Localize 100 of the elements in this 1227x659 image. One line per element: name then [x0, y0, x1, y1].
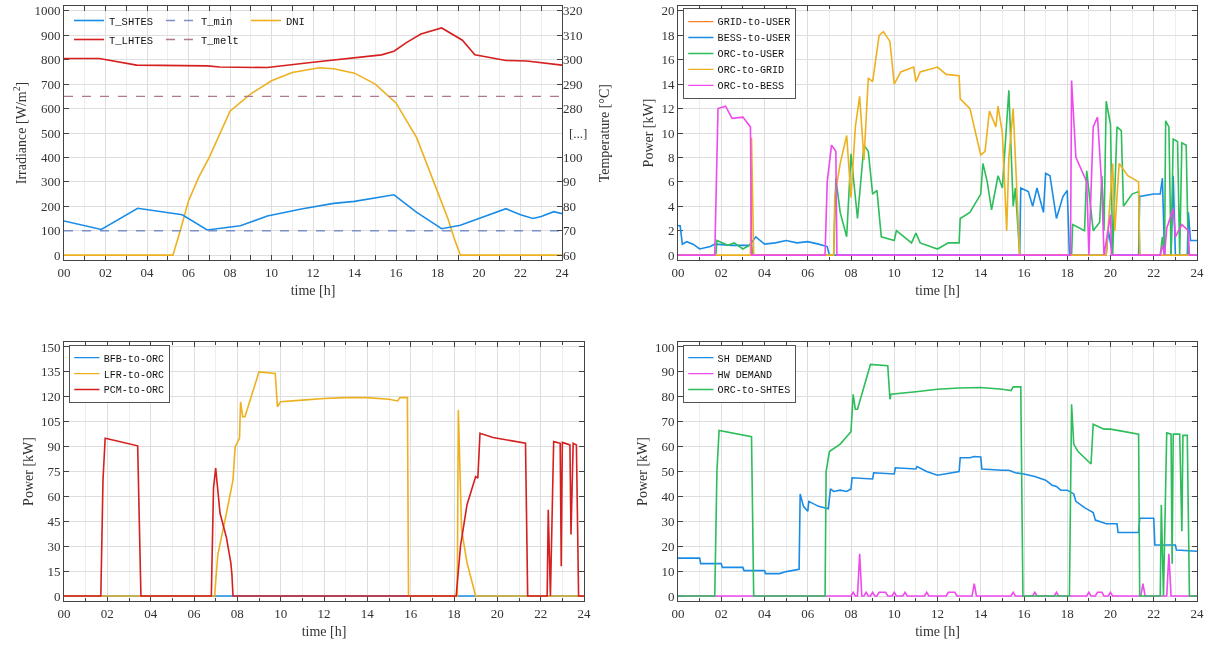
x-tick-label: 24	[577, 605, 591, 621]
legend-label: ORC-to-SHTES	[717, 385, 791, 397]
x-tick-label: 02	[100, 605, 114, 621]
y-tick-label: 4	[667, 198, 675, 214]
y-tick-label: 20	[661, 3, 675, 19]
x-tick-label: 24	[555, 264, 569, 280]
y-tick-label: 700	[40, 76, 61, 92]
x-axis-title: time [h]	[915, 623, 960, 639]
x-tick-label: 22	[1147, 605, 1161, 621]
y-tick-label: 800	[40, 52, 61, 68]
y-axis-title: Power [kW]	[20, 437, 36, 506]
x-tick-label: 10	[887, 605, 901, 621]
legend-label: ORC-to-BESS	[717, 81, 785, 93]
y-tick-label: 40	[661, 488, 675, 504]
x-tick-label: 02	[714, 605, 728, 621]
x-axis-title: time [h]	[301, 623, 347, 639]
x-tick-label: 00	[57, 605, 71, 621]
legend-label: ORC-to-USER	[717, 49, 785, 61]
y2-axis-title: Temperature [°C]	[597, 84, 613, 183]
x-tick-label: 12	[306, 264, 320, 280]
y-tick-label: 900	[40, 27, 61, 43]
y3-tick-label: 280	[563, 101, 583, 117]
y-tick-label: 0	[667, 247, 675, 263]
x-tick-label: 12	[317, 605, 331, 621]
x-axis-title: time [h]	[915, 282, 960, 298]
y-tick-label: 70	[661, 414, 675, 430]
x-tick-label: 18	[431, 264, 444, 280]
y-tick-label: 500	[40, 125, 61, 141]
y-tick-label: 1000	[34, 3, 61, 19]
y-tick-label: 15	[47, 563, 61, 579]
x-tick-label: 22	[1147, 264, 1161, 280]
x-tick-label: 00	[671, 605, 685, 621]
legend-label: BESS-to-USER	[717, 33, 791, 45]
legend-label: DNI	[285, 15, 305, 28]
y-tick-label: 30	[47, 538, 61, 554]
x-tick-label: 14	[348, 264, 362, 280]
y3-tick-label: 310	[563, 27, 583, 43]
y-tick-label: 200	[40, 198, 61, 214]
y-tick-label: 300	[40, 174, 61, 190]
legend-label: GRID-to-USER	[717, 17, 791, 29]
y2-tick-label: 90	[563, 174, 576, 190]
y-tick-label: 30	[661, 513, 675, 529]
legend-label: BFB-to-ORC	[103, 353, 165, 365]
y-tick-label: 0	[53, 247, 61, 263]
y-tick-label: 2	[667, 223, 675, 239]
y-tick-label: 400	[40, 149, 61, 165]
x-tick-label: 04	[758, 264, 772, 280]
x-tick-label: 24	[1190, 605, 1204, 621]
x-tick-label: 06	[182, 264, 196, 280]
x-tick-label: 20	[472, 264, 486, 280]
x-tick-label: 20	[490, 605, 504, 621]
y-axis-title: Power [kW]	[634, 437, 650, 506]
x-tick-label: 10	[887, 264, 901, 280]
x-tick-label: 22	[514, 264, 527, 280]
x-tick-label: 14	[360, 605, 375, 621]
x-tick-label: 20	[1104, 264, 1117, 280]
legend-label: ORC-to-GRID	[717, 65, 785, 77]
x-tick-label: 04	[144, 605, 158, 621]
y-tick-label: 0	[53, 588, 61, 604]
y2-tick-label: 80	[563, 198, 576, 214]
x-tick-label: 06	[801, 605, 815, 621]
y-tick-label: 12	[661, 101, 675, 117]
y-axis-title: Power [kW]	[641, 98, 656, 168]
y-tick-label: 60	[47, 488, 61, 504]
x-tick-label: 20	[1104, 605, 1117, 621]
x-tick-label: 06	[187, 605, 201, 621]
legend-label: PCM-to-ORC	[103, 385, 165, 397]
text: [...]	[569, 126, 588, 141]
y-tick-label: 120	[40, 389, 61, 405]
y-tick-label: 10	[661, 563, 675, 579]
y-tick-label: 0	[667, 588, 675, 604]
x-tick-label: 16	[389, 264, 403, 280]
x-tick-label: 12	[931, 264, 944, 280]
x-tick-label: 16	[1017, 605, 1031, 621]
x-tick-label: 18	[1060, 264, 1074, 280]
x-axis-title: time [h]	[290, 282, 336, 298]
x-tick-label: 24	[1190, 264, 1204, 280]
x-tick-label: 08	[230, 605, 244, 621]
y2-tick-label: 100	[563, 149, 583, 165]
y3-tick-label: 290	[563, 76, 583, 92]
y2-tick-label: 70	[563, 223, 576, 239]
y2-tick-label: 60	[563, 247, 576, 263]
legend-label: T_melt	[200, 34, 239, 47]
y-tick-label: 100	[654, 339, 675, 355]
y-tick-label: 20	[661, 538, 675, 554]
y3-tick-label: 320	[563, 3, 583, 19]
x-tick-label: 08	[844, 605, 858, 621]
y-tick-label: 75	[47, 464, 61, 480]
y-tick-label: 90	[661, 364, 675, 380]
x-tick-label: 10	[265, 264, 278, 280]
x-tick-label: 18	[447, 605, 461, 621]
y-tick-label: 45	[47, 513, 61, 529]
x-tick-label: 16	[404, 605, 418, 621]
x-tick-label: 08	[844, 264, 858, 280]
y-tick-label: 100	[40, 223, 61, 239]
x-tick-label: 16	[1017, 264, 1031, 280]
y-tick-label: 105	[40, 414, 61, 430]
x-tick-label: 02	[714, 264, 728, 280]
x-tick-label: 04	[140, 264, 154, 280]
legend-label: HW DEMAND	[717, 369, 773, 381]
